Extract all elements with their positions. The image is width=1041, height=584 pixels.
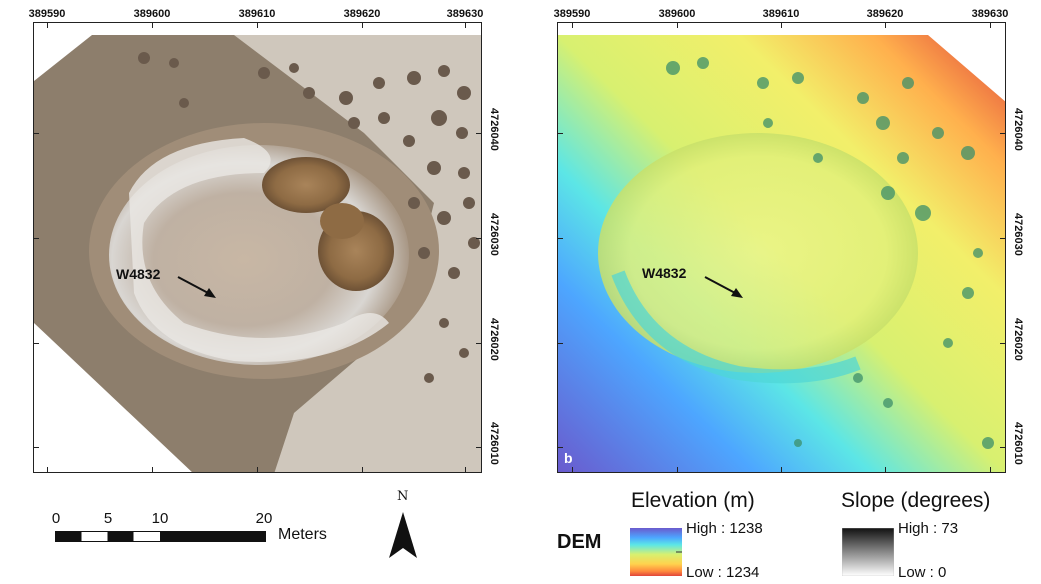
scale-unit-label: Meters [278,526,327,543]
panel-a-letter: a [40,450,48,466]
tick-x-a-1: 389600 [133,8,171,20]
legend-elevation-title: Elevation (m) [631,489,755,512]
tick-y-b-0: 4726040 [1012,108,1024,151]
tick-x-b-4: 389630 [971,8,1009,20]
scale-label-20: 20 [255,510,273,527]
tick-x-a-2: 389610 [238,8,276,20]
panel-b-letter: b [564,450,573,466]
dem-image [558,23,1005,472]
legend-slope-ramp [842,528,894,576]
tick-x-b-3: 389620 [866,8,904,20]
well-label-a: W4832 [116,266,161,282]
well-arrow-b [704,276,743,298]
legend-slope-low: Low : 0 [898,564,947,581]
scale-bar [55,531,266,542]
tick-x-a-3: 389620 [343,8,381,20]
scale-label-0: 0 [51,510,61,527]
tick-x-a-0: 389590 [28,8,66,20]
scale-label-10: 10 [151,510,169,527]
north-label: N [397,489,409,504]
tick-x-b-2: 389610 [762,8,800,20]
tick-y-b-3: 4726010 [1012,422,1024,465]
well-arrow-a [177,276,216,298]
tick-y-a-1: 4726030 [488,213,500,256]
legend-elevation-high: High : 1238 [686,520,763,537]
legend-slope-high: High : 73 [898,520,959,537]
legend-dem-label: DEM [557,531,602,553]
legend-elevation-ramp [630,528,682,576]
aerial-photo-image [34,23,481,472]
legend-elevation-low: Low : 1234 [686,564,760,581]
scale-label-5: 5 [103,510,113,527]
north-arrow-icon [389,512,417,558]
tick-x-b-1: 389600 [658,8,696,20]
legend-slope-title: Slope (degrees) [841,489,991,512]
tick-y-a-0: 4726040 [488,108,500,151]
tick-x-b-0: 389590 [553,8,591,20]
tick-y-a-2: 4726020 [488,318,500,361]
tick-x-a-4: 389630 [446,8,484,20]
tick-y-b-1: 4726030 [1012,213,1024,256]
tick-y-a-3: 4726010 [488,422,500,465]
tick-y-b-2: 4726020 [1012,318,1024,361]
well-label-b: W4832 [642,265,687,281]
aerial-photo-panel: a W4832 [33,22,482,473]
dem-panel: b W4832 [557,22,1006,473]
